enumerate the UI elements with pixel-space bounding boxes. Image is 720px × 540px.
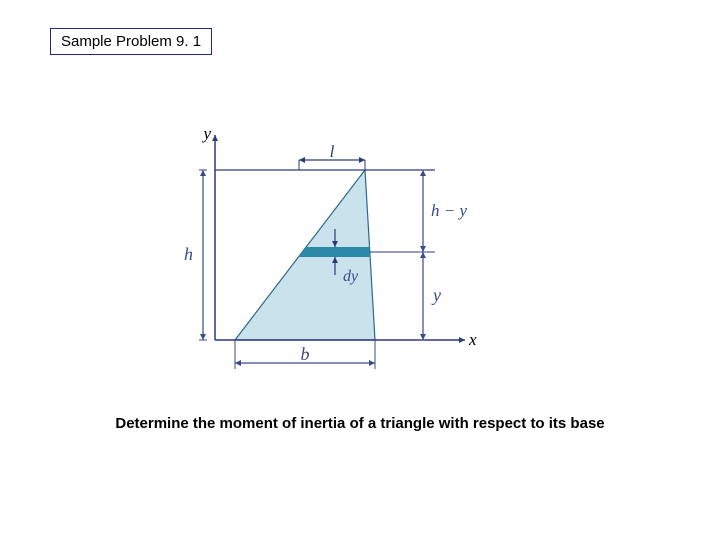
svg-text:y: y	[201, 125, 211, 143]
figure: x y l dy b h h − y y	[175, 125, 505, 380]
svg-text:y: y	[431, 285, 441, 305]
svg-text:h − y: h − y	[431, 201, 467, 220]
svg-text:h: h	[184, 244, 193, 264]
svg-text:x: x	[468, 330, 477, 349]
caption: Determine the moment of inertia of a tri…	[0, 415, 720, 432]
svg-text:l: l	[330, 142, 335, 161]
problem-title-box: Sample Problem 9. 1	[50, 28, 212, 55]
svg-text:dy: dy	[343, 268, 359, 285]
triangle-diagram: x y l dy b h h − y y	[175, 125, 505, 380]
problem-title: Sample Problem 9. 1	[61, 33, 201, 50]
caption-text: Determine the moment of inertia of a tri…	[115, 415, 604, 432]
svg-text:b: b	[301, 344, 310, 364]
page: Sample Problem 9. 1 x y l dy b h h − y y Determ…	[0, 0, 720, 540]
